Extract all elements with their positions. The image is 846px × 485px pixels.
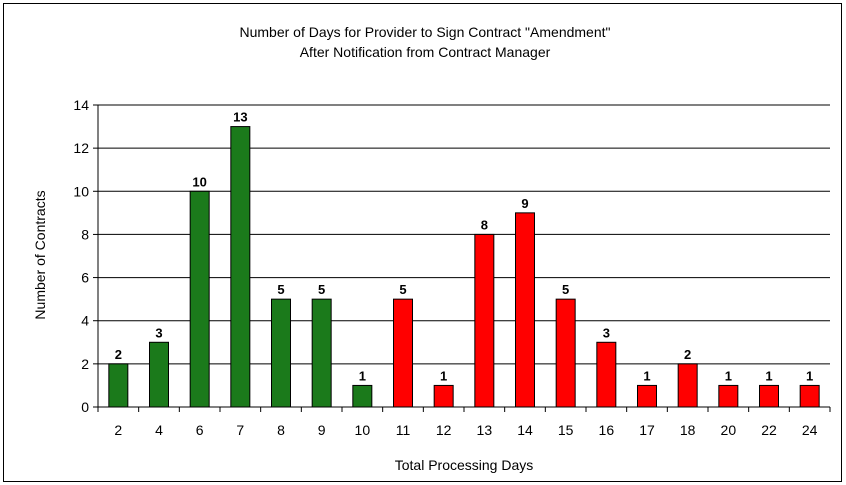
x-tick-label: 16 [599, 422, 615, 438]
x-tick-label: 17 [639, 422, 655, 438]
bar [271, 298, 291, 408]
x-tick-label: 9 [318, 422, 326, 438]
data-label: 5 [562, 282, 569, 297]
bar [596, 341, 617, 408]
bar [189, 190, 210, 408]
y-tick-label: 14 [73, 97, 89, 113]
data-label: 1 [765, 368, 772, 383]
y-tick-label: 4 [81, 313, 89, 329]
chart-subtitle: After Notification from Contract Manager [300, 44, 551, 60]
data-label: 13 [233, 110, 247, 125]
y-tick-label: 6 [81, 270, 89, 286]
data-label: 3 [155, 325, 162, 340]
data-label: 10 [192, 174, 206, 189]
x-tick-label: 14 [517, 422, 533, 438]
plot-area: 0246810121422341061375859110511112813914… [73, 97, 831, 438]
bar [474, 233, 495, 408]
bar [799, 384, 820, 408]
bar [555, 298, 576, 408]
data-label: 1 [359, 368, 366, 383]
chart-border [3, 3, 842, 482]
x-tick-label: 6 [196, 422, 204, 438]
data-label: 1 [725, 368, 732, 383]
x-tick-label: 18 [680, 422, 696, 438]
x-tick-label: 7 [236, 422, 244, 438]
x-axis-title: Total Processing Days [395, 457, 534, 473]
bar [311, 298, 332, 408]
bar [718, 384, 739, 408]
data-label: 1 [440, 368, 447, 383]
x-tick-label: 12 [436, 422, 452, 438]
bar [515, 212, 535, 408]
bar [352, 384, 373, 408]
data-label: 3 [603, 325, 610, 340]
y-tick-label: 0 [81, 399, 89, 415]
chart-title: Number of Days for Provider to Sign Cont… [240, 24, 611, 40]
x-tick-label: 15 [558, 422, 574, 438]
x-tick-label: 10 [355, 422, 371, 438]
x-tick-label: 13 [477, 422, 493, 438]
data-label: 5 [318, 282, 325, 297]
data-label: 8 [481, 217, 488, 232]
bar [677, 363, 698, 408]
y-tick-label: 8 [81, 226, 89, 242]
data-label: 5 [399, 282, 406, 297]
x-tick-label: 4 [155, 422, 163, 438]
y-tick-label: 12 [73, 140, 89, 156]
x-tick-label: 8 [277, 422, 285, 438]
data-label: 5 [277, 282, 284, 297]
bar [230, 126, 251, 408]
bar [637, 384, 657, 408]
bar [108, 363, 129, 408]
data-label: 1 [806, 368, 813, 383]
x-tick-label: 20 [721, 422, 737, 438]
x-tick-label: 11 [396, 422, 411, 438]
y-axis-title: Number of Contracts [32, 190, 48, 319]
bar [149, 341, 169, 408]
data-label: 2 [684, 347, 691, 362]
y-tick-label: 2 [81, 356, 89, 372]
x-tick-label: 22 [761, 422, 777, 438]
y-tick-label: 10 [73, 183, 89, 199]
data-label: 1 [643, 368, 650, 383]
bar [393, 298, 413, 408]
x-tick-label: 24 [802, 422, 818, 438]
x-tick-label: 2 [114, 422, 122, 438]
data-label: 2 [115, 347, 122, 362]
data-label: 9 [521, 196, 528, 211]
bar [433, 384, 454, 408]
bar [759, 384, 779, 408]
